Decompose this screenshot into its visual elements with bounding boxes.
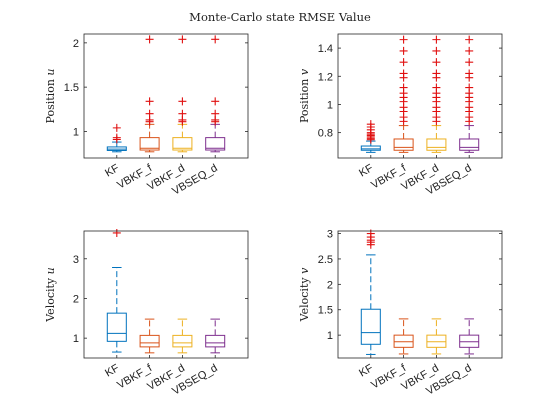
iqr-box — [360, 308, 381, 345]
box-KF — [360, 229, 381, 355]
axes-frame — [337, 230, 503, 359]
outlier-marker — [432, 58, 441, 67]
iqr-box — [426, 334, 447, 348]
y-tick-label: 1.5 — [64, 82, 79, 94]
box-VBKF_d — [172, 318, 193, 354]
iqr-box — [205, 137, 226, 151]
iqr-box — [139, 137, 160, 151]
box-VBKF_f — [393, 318, 414, 355]
outlier-marker — [112, 123, 121, 132]
outlier-marker — [432, 69, 441, 78]
outlier-marker — [178, 109, 187, 118]
outlier-marker — [399, 46, 408, 55]
box-KF — [106, 228, 127, 353]
iqr-box — [172, 334, 193, 348]
y-tick-label: 2 — [73, 38, 79, 50]
box-VBKF_d — [172, 35, 193, 153]
outlier-marker — [211, 35, 220, 44]
y-tick-label: 1 — [73, 126, 79, 138]
y-tick-label: 1.2 — [318, 71, 333, 83]
outlier-marker — [178, 35, 187, 44]
iqr-box — [426, 138, 447, 151]
figure-title: Monte-Carlo state RMSE Value — [189, 10, 371, 24]
outlier-marker — [432, 46, 441, 55]
x-tick-label: KF — [103, 162, 121, 180]
outlier-marker — [432, 83, 441, 92]
outlier-marker — [465, 58, 474, 67]
outlier-marker — [145, 97, 154, 106]
box-VBKF_f — [139, 318, 160, 354]
y-tick-label: 3 — [73, 254, 79, 266]
box-VBSEQ_d — [205, 318, 226, 354]
iqr-box — [393, 334, 414, 348]
box-VBSEQ_d — [205, 35, 226, 153]
y-axis-label: Position u — [44, 69, 57, 124]
x-tick-label: KF — [103, 362, 121, 380]
box-VBKF_f — [139, 35, 160, 153]
outlier-marker — [112, 228, 121, 237]
x-tick-label: KF — [357, 362, 375, 380]
outlier-marker — [145, 109, 154, 118]
axes-frame — [337, 33, 503, 159]
iqr-box — [139, 334, 160, 348]
axes-frame — [83, 230, 249, 359]
outlier-marker — [465, 35, 474, 44]
box-VBSEQ_d — [459, 35, 480, 153]
y-axis-label: Position v — [298, 68, 311, 123]
y-tick-label: 2 — [73, 293, 79, 305]
outlier-marker — [399, 83, 408, 92]
box-KF — [360, 120, 381, 153]
box-VBSEQ_d — [459, 318, 480, 355]
outlier-marker — [399, 69, 408, 78]
outlier-marker — [112, 133, 121, 142]
iqr-box — [459, 138, 480, 151]
outlier-marker — [366, 120, 375, 129]
y-axis-label: Velocity u — [44, 267, 57, 323]
y-tick-label: 3 — [327, 229, 333, 241]
iqr-box — [106, 312, 127, 342]
x-tick-label: KF — [357, 162, 375, 180]
outlier-marker — [145, 35, 154, 44]
iqr-box — [205, 334, 226, 348]
y-axis-label: Velocity v — [298, 267, 311, 322]
outlier-marker — [399, 35, 408, 44]
iqr-box — [172, 137, 193, 151]
outlier-marker — [211, 97, 220, 106]
iqr-box — [360, 145, 381, 151]
box-VBKF_d — [426, 35, 447, 153]
y-tick-label: 1.4 — [318, 43, 333, 55]
y-tick-label: 1 — [73, 333, 79, 345]
y-tick-label: 1.5 — [318, 305, 333, 317]
outlier-marker — [399, 58, 408, 67]
box-VBKF_f — [393, 35, 414, 153]
iqr-box — [393, 138, 414, 151]
outlier-marker — [432, 35, 441, 44]
axes-frame — [83, 33, 249, 159]
iqr-box — [459, 334, 480, 348]
box-VBKF_d — [426, 318, 447, 355]
box-KF — [106, 123, 127, 153]
outlier-marker — [465, 83, 474, 92]
outlier-marker — [465, 69, 474, 78]
y-tick-label: 0.8 — [318, 128, 333, 140]
y-tick-label: 1 — [327, 330, 333, 342]
outlier-marker — [465, 46, 474, 55]
y-tick-label: 1 — [327, 99, 333, 111]
y-tick-label: 2 — [327, 279, 333, 291]
outlier-marker — [178, 97, 187, 106]
y-tick-label: 2.5 — [318, 254, 333, 266]
outlier-marker — [211, 109, 220, 118]
